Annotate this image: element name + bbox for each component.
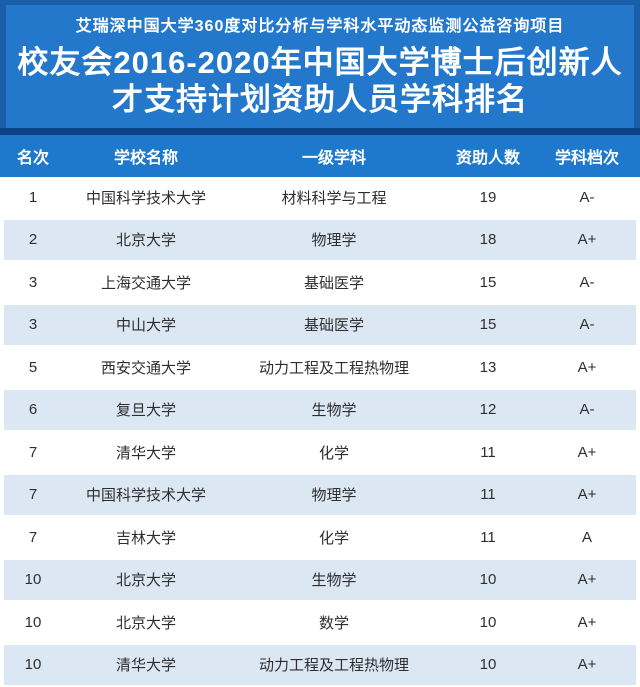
tier-cell: A+ [577,656,597,674]
discipline-cell: 物理学 [311,487,357,505]
table-row: 2 北京大学 物理学 18 A+ [4,219,636,260]
discipline-cell: 物理学 [311,232,357,250]
school-cell: 吉林大学 [115,529,176,547]
rank-cell: 6 [28,401,38,419]
table-header: 名次 学校名称 一级学科 资助人数 学科档次 [0,135,640,177]
funded-count-cell: 19 [479,188,497,206]
funded-count-cell: 11 [480,443,496,461]
column-header-discipline: 一级学科 [301,150,366,167]
table-row: 3 中山大学 基础医学 15 A- [4,304,636,345]
banner-divider [0,128,640,135]
discipline-cell: 材料科学与工程 [281,189,387,207]
school-cell: 北京大学 [115,572,176,590]
tier-cell: A+ [577,231,597,249]
school-cell: 中山大学 [115,317,176,335]
banner-subtitle: 艾瑞深中国大学360度对比分析与学科水平动态监测公益咨询项目 [75,18,565,35]
rank-cell: 2 [28,231,38,249]
tier-cell: A- [579,401,595,419]
funded-count-cell: 13 [479,358,497,376]
banner: 艾瑞深中国大学360度对比分析与学科水平动态监测公益咨询项目 校友会2016-2… [0,0,640,128]
discipline-cell: 生物学 [311,402,357,420]
tier-cell: A+ [577,613,597,631]
table-row: 10 清华大学 动力工程及工程热物理 10 A+ [4,644,636,685]
school-cell: 复旦大学 [115,402,176,420]
discipline-cell: 数学 [318,614,349,632]
tier-cell: A+ [577,358,597,376]
table-row: 5 西安交通大学 动力工程及工程热物理 13 A+ [4,347,636,388]
discipline-cell: 化学 [318,529,349,547]
table-row: 7 中国科学技术大学 物理学 11 A+ [4,474,636,515]
discipline-cell: 生物学 [311,572,357,590]
discipline-cell: 动力工程及工程热物理 [258,359,409,377]
table-row: 6 复旦大学 生物学 12 A- [4,389,636,430]
rank-cell: 10 [24,613,42,631]
funded-count-cell: 11 [480,486,496,504]
school-cell: 西安交通大学 [100,359,191,377]
funded-count-cell: 15 [479,273,497,291]
funded-count-cell: 11 [480,528,496,546]
rank-cell: 1 [28,188,38,206]
table-body: 1 中国科学技术大学 材料科学与工程 19 A- 2 北京大学 物理学 18 A… [0,177,640,685]
tier-cell: A- [579,188,595,206]
discipline-cell: 基础医学 [303,274,364,292]
banner-title-line1: 校友会2016-2020年中国大学博士后创新人 [17,45,623,80]
rank-cell: 3 [28,273,38,291]
rank-cell: 5 [28,358,38,376]
discipline-cell: 基础医学 [303,317,364,335]
column-header-tier: 学科档次 [554,150,619,167]
tier-cell: A+ [577,486,597,504]
column-header-funded-count: 资助人数 [455,150,520,167]
column-header-rank: 名次 [16,150,49,167]
funded-count-cell: 10 [479,571,497,589]
rank-cell: 7 [28,443,38,461]
funded-count-cell: 18 [479,231,497,249]
school-cell: 清华大学 [115,657,176,675]
discipline-cell: 化学 [318,444,349,462]
banner-title: 校友会2016-2020年中国大学博士后创新人 才支持计划资助人员学科排名 [6,44,634,118]
table-row: 10 北京大学 数学 10 A+ [4,602,636,643]
column-header-school: 学校名称 [113,150,178,167]
rank-cell: 10 [24,656,42,674]
rank-cell: 3 [28,316,38,334]
funded-count-cell: 15 [479,316,497,334]
tier-cell: A- [579,273,595,291]
school-cell: 上海交通大学 [100,274,191,292]
discipline-cell: 动力工程及工程热物理 [258,657,409,675]
funded-count-cell: 10 [479,656,497,674]
rank-cell: 7 [28,528,38,546]
school-cell: 清华大学 [115,444,176,462]
table-row: 10 北京大学 生物学 10 A+ [4,559,636,600]
rank-cell: 10 [24,571,42,589]
funded-count-cell: 12 [479,401,497,419]
funded-count-cell: 10 [479,613,497,631]
school-cell: 北京大学 [115,232,176,250]
rank-cell: 7 [28,486,38,504]
school-cell: 中国科学技术大学 [85,189,206,207]
tier-cell: A+ [577,443,597,461]
banner-title-line2: 才支持计划资助人员学科排名 [112,82,528,117]
school-cell: 中国科学技术大学 [85,487,206,505]
table-row: 7 吉林大学 化学 11 A [4,517,636,558]
table-row: 3 上海交通大学 基础医学 15 A- [4,262,636,303]
table-row: 7 清华大学 化学 11 A+ [4,432,636,473]
school-cell: 北京大学 [115,614,176,632]
table-row: 1 中国科学技术大学 材料科学与工程 19 A- [4,177,636,218]
tier-cell: A+ [577,571,597,589]
tier-cell: A- [579,316,595,334]
tier-cell: A [581,528,592,546]
